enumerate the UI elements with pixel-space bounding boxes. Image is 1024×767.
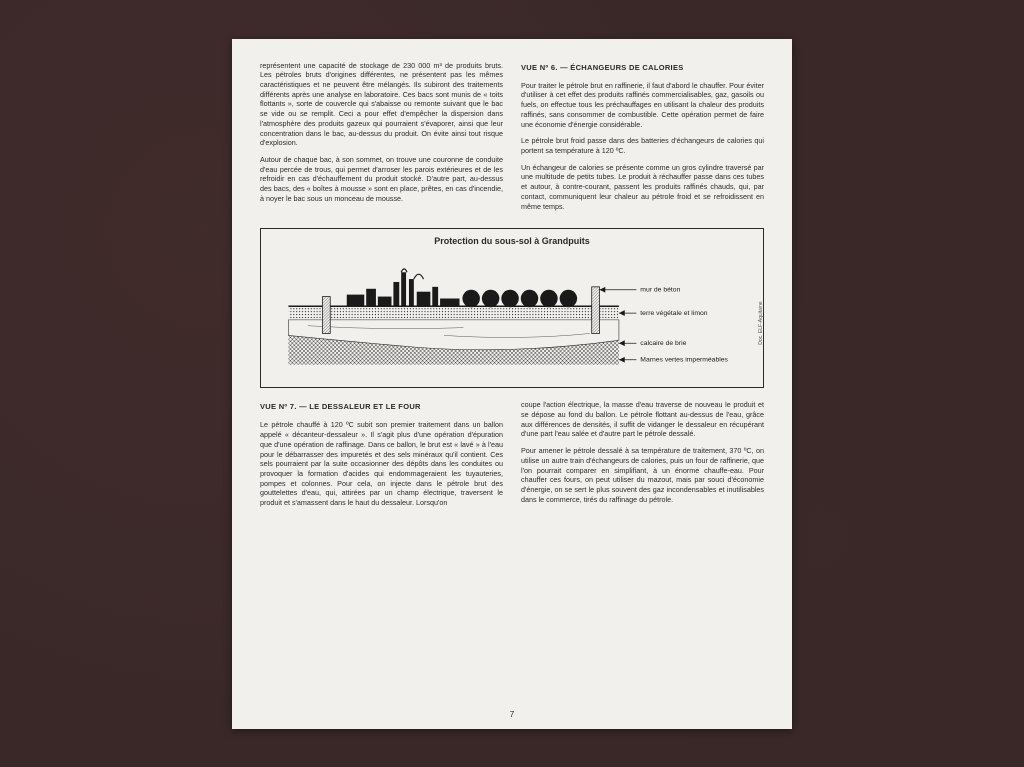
label-wall: mur de béton <box>640 287 680 294</box>
document-page: représentent une capacité de stockage de… <box>232 39 792 729</box>
label-soil: terre végétale et limon <box>640 310 707 317</box>
section-heading-vue7: VUE Nº 7. — LE DESSALEUR ET LE FOUR <box>260 402 503 412</box>
top-left-column: représentent une capacité de stockage de… <box>260 61 503 219</box>
section-heading-vue6: VUE Nº 6. — ÉCHANGEURS DE CALORIES <box>521 63 764 73</box>
bottom-columns: VUE Nº 7. — LE DESSALEUR ET LE FOUR Le p… <box>260 400 764 515</box>
label-marl: Marnes vertes imperméables <box>640 357 728 364</box>
label-limestone: calcaire de brie <box>640 341 686 348</box>
bottom-left-column: VUE Nº 7. — LE DESSALEUR ET LE FOUR Le p… <box>260 400 503 515</box>
paragraph: représentent une capacité de stockage de… <box>260 61 503 148</box>
paragraph: Pour amener le pétrole dessalé à sa temp… <box>521 446 764 504</box>
paragraph: Autour de chaque bac, à son sommet, on t… <box>260 155 503 204</box>
diagram-credit: Doc. ELF-Aquitaine <box>758 302 765 345</box>
paragraph: Le pétrole brut froid passe dans des bat… <box>521 136 764 155</box>
top-right-column: VUE Nº 6. — ÉCHANGEURS DE CALORIES Pour … <box>521 61 764 219</box>
geology-diagram: mur de béton terre végétale et limon cal… <box>269 251 755 381</box>
diagram-container: Protection du sous-sol à Grandpuits <box>260 228 764 388</box>
top-columns: représentent une capacité de stockage de… <box>260 61 764 219</box>
bottom-right-column: coupe l'action électrique, la masse d'ea… <box>521 400 764 515</box>
refinery-silhouette <box>347 269 577 307</box>
paragraph: Pour traiter le pétrole brut en raffiner… <box>521 81 764 130</box>
paragraph: coupe l'action électrique, la masse d'ea… <box>521 400 764 439</box>
paragraph: Le pétrole chauffé à 120 ºC subit son pr… <box>260 420 503 507</box>
paragraph: Un échangeur de calories se présente com… <box>521 163 764 212</box>
diagram-title: Protection du sous-sol à Grandpuits <box>269 235 755 247</box>
page-number: 7 <box>510 710 514 721</box>
